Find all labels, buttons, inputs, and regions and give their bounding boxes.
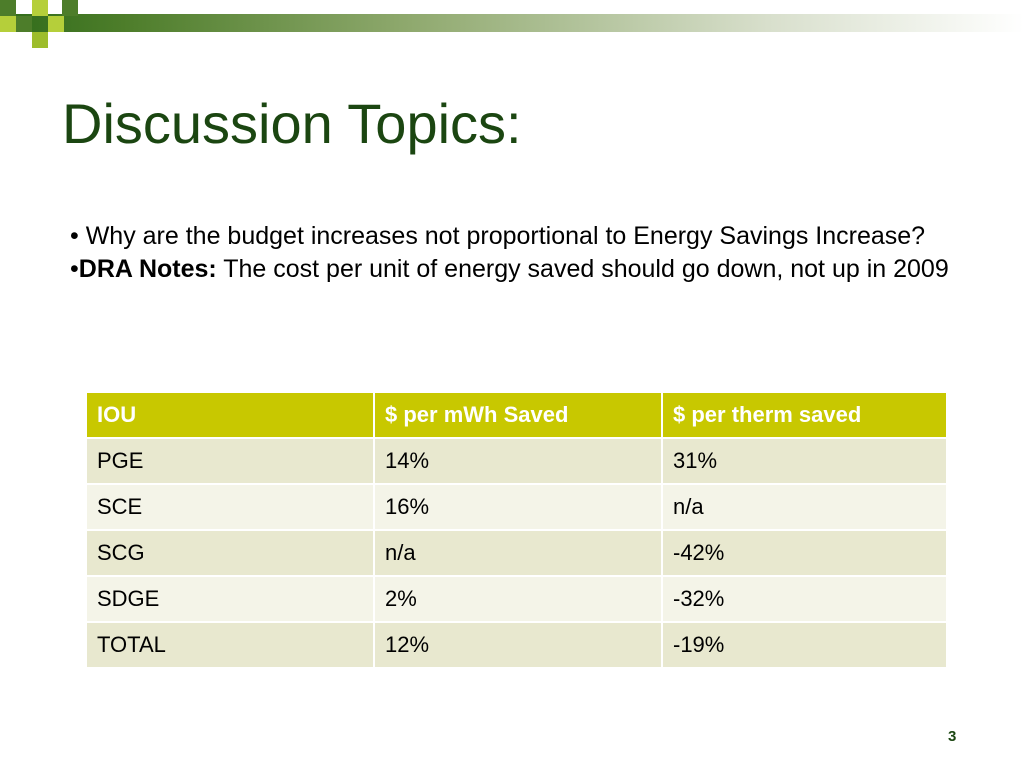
column-header-per-mwh: $ per mWh Saved — [373, 391, 663, 439]
slide-title: Discussion Topics: — [62, 92, 522, 155]
table-cell: -32% — [661, 575, 948, 623]
table-cell: PGE — [85, 437, 375, 485]
table-cell: 14% — [373, 437, 663, 485]
bullet-list: • Why are the budget increases not propo… — [70, 220, 950, 286]
decorative-square — [16, 16, 32, 32]
decorative-square — [0, 16, 16, 32]
bullet-text: The cost per unit of energy saved should… — [216, 255, 949, 283]
top-decorative-band — [0, 14, 1024, 32]
decorative-square — [48, 16, 64, 32]
table-cell: 12% — [373, 621, 663, 669]
table-cell: -19% — [661, 621, 948, 669]
table-cell: -42% — [661, 529, 948, 577]
table-cell: SDGE — [85, 575, 375, 623]
table-cell: 2% — [373, 575, 663, 623]
table-cell: 16% — [373, 483, 663, 531]
bullet-item: •DRA Notes: The cost per unit of energy … — [70, 253, 950, 286]
table-row: SCG n/a -42% — [85, 529, 948, 577]
table-cell: TOTAL — [85, 621, 375, 669]
table-row: SDGE 2% -32% — [85, 575, 948, 623]
table-row: SCE 16% n/a — [85, 483, 948, 531]
slide-number: 3 — [948, 728, 957, 745]
table-row: PGE 14% 31% — [85, 437, 948, 485]
table-cell: n/a — [373, 529, 663, 577]
table-row: TOTAL 12% -19% — [85, 621, 948, 669]
decorative-square — [0, 0, 16, 16]
decorative-square — [32, 0, 48, 16]
bullet-item: • Why are the budget increases not propo… — [70, 222, 926, 250]
table-cell: n/a — [661, 483, 948, 531]
decorative-square — [62, 0, 78, 16]
column-header-per-therm: $ per therm saved — [661, 391, 948, 439]
table-cell: SCG — [85, 529, 375, 577]
table-cell: SCE — [85, 483, 375, 531]
bullet-marker: • — [70, 255, 79, 283]
column-header-iou: IOU — [85, 391, 375, 439]
dra-notes-label: DRA Notes: — [78, 255, 217, 283]
table-header-row: IOU $ per mWh Saved $ per therm saved — [85, 391, 948, 439]
decorative-square — [32, 32, 48, 48]
cost-table: IOU $ per mWh Saved $ per therm saved PG… — [85, 391, 948, 669]
table-cell: 31% — [661, 437, 948, 485]
